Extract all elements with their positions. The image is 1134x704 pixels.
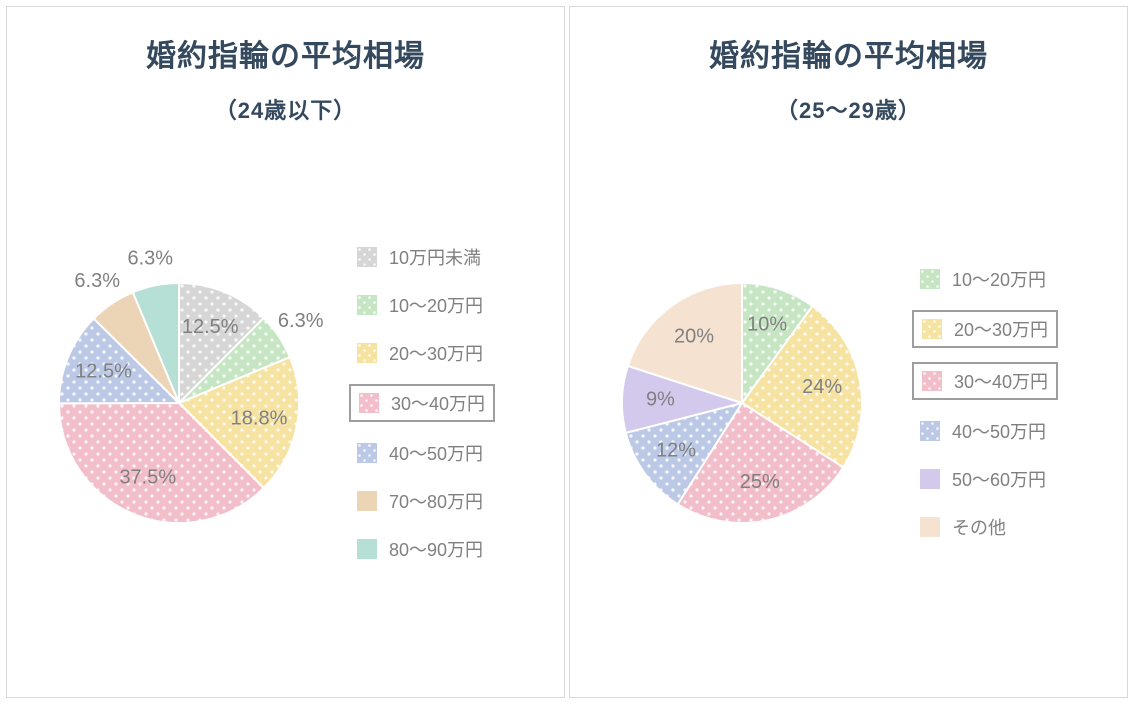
legend-swatch-icon xyxy=(357,343,377,363)
chart-content: 12.5%6.3%18.8%37.5%12.5%6.3%6.3%10万円未満10… xyxy=(17,125,554,681)
legend-swatch-icon xyxy=(357,539,377,559)
legend-swatch-icon xyxy=(357,247,377,267)
legend-swatch-icon xyxy=(922,371,942,391)
legend-label: 40〜50万円 xyxy=(389,440,483,466)
slice-percent-label: 6.3% xyxy=(128,248,174,270)
legend-label: 20〜30万円 xyxy=(954,316,1048,342)
legend-swatch-icon xyxy=(357,295,377,315)
legend-label: その他 xyxy=(952,514,1006,540)
legend-item: 40〜50万円 xyxy=(912,414,1054,448)
legend-label: 50〜60万円 xyxy=(952,466,1046,492)
legend-item: 30〜40万円 xyxy=(349,384,495,422)
legend-item: 20〜30万円 xyxy=(912,310,1058,348)
slice-percent-label: 6.3% xyxy=(74,270,120,292)
slice-percent-label: 18.8% xyxy=(231,407,288,429)
legend-item: 40〜50万円 xyxy=(349,436,491,470)
pie-chart: 12.5%6.3%18.8%37.5%12.5%6.3%6.3% xyxy=(29,253,329,553)
pie-chart: 10% 24% 25% 12% 9% 20% xyxy=(592,253,892,553)
chart-title: 婚約指輪の平均相場 xyxy=(146,31,425,75)
slice-percent-label: 37.5% xyxy=(119,467,176,489)
legend-item: 80〜90万円 xyxy=(349,532,491,566)
chart-subtitle: （24歳以下） xyxy=(215,93,356,125)
legend-label: 10万円未満 xyxy=(389,244,481,270)
legend-item: 30〜40万円 xyxy=(912,362,1058,400)
legend: 10〜20万円 20〜30万円 30〜40万円 40〜50万円 50〜60万円その他 xyxy=(892,262,1117,544)
legend-item: 70〜80万円 xyxy=(349,484,491,518)
slice-percent-label: 12.5% xyxy=(75,360,132,382)
legend-item: 10〜20万円 xyxy=(912,262,1054,296)
legend-label: 10〜20万円 xyxy=(389,292,483,318)
legend-swatch-icon xyxy=(357,491,377,511)
legend-item: 50〜60万円 xyxy=(912,462,1054,496)
legend: 10万円未満 10〜20万円 20〜30万円 30〜40万円 40〜50万円 70〜80万… xyxy=(329,240,554,566)
slice-percent-label: 25% xyxy=(740,471,780,493)
chart-title: 婚約指輪の平均相場 xyxy=(709,31,988,75)
legend-swatch-icon xyxy=(920,269,940,289)
legend-swatch-icon xyxy=(922,319,942,339)
slice-percent-label: 12.5% xyxy=(182,316,239,338)
legend-swatch-icon xyxy=(359,393,379,413)
legend-item: その他 xyxy=(912,510,1014,544)
slice-percent-label: 24% xyxy=(802,376,842,398)
legend-swatch-icon xyxy=(920,517,940,537)
page: 婚約指輪の平均相場 （24歳以下） 12.5% 6.3% 18.8% 37.5% 12.5%… xyxy=(0,0,1134,704)
chart-panel: 婚約指輪の平均相場 （25〜29歳） 10% 24% 25% 12% 9% 20% 10〜20万… xyxy=(569,6,1128,698)
legend-label: 70〜80万円 xyxy=(389,488,483,514)
slice-percent-label: 6.3% xyxy=(278,310,324,332)
legend-label: 80〜90万円 xyxy=(389,536,483,562)
chart-panel: 婚約指輪の平均相場 （24歳以下） 12.5% 6.3% 18.8% 37.5% 12.5%… xyxy=(6,6,565,698)
chart-content: 10% 24% 25% 12% 9% 20% 10〜20万円 20〜30万円 30〜40万円 40… xyxy=(580,125,1117,681)
legend-label: 20〜30万円 xyxy=(389,340,483,366)
slice-percent-label: 12% xyxy=(656,439,696,461)
legend-label: 10〜20万円 xyxy=(952,266,1046,292)
legend-item: 10〜20万円 xyxy=(349,288,491,322)
legend-swatch-icon xyxy=(920,469,940,489)
chart-subtitle: （25〜29歳） xyxy=(776,93,921,125)
legend-swatch-icon xyxy=(357,443,377,463)
slice-percent-label: 9% xyxy=(646,389,675,411)
legend-label: 40〜50万円 xyxy=(952,418,1046,444)
legend-label: 30〜40万円 xyxy=(391,390,485,416)
legend-swatch-icon xyxy=(920,421,940,441)
legend-item: 20〜30万円 xyxy=(349,336,491,370)
legend-item: 10万円未満 xyxy=(349,240,489,274)
legend-label: 30〜40万円 xyxy=(954,368,1048,394)
slice-percent-label: 10% xyxy=(747,314,787,336)
slice-percent-label: 20% xyxy=(674,325,714,347)
